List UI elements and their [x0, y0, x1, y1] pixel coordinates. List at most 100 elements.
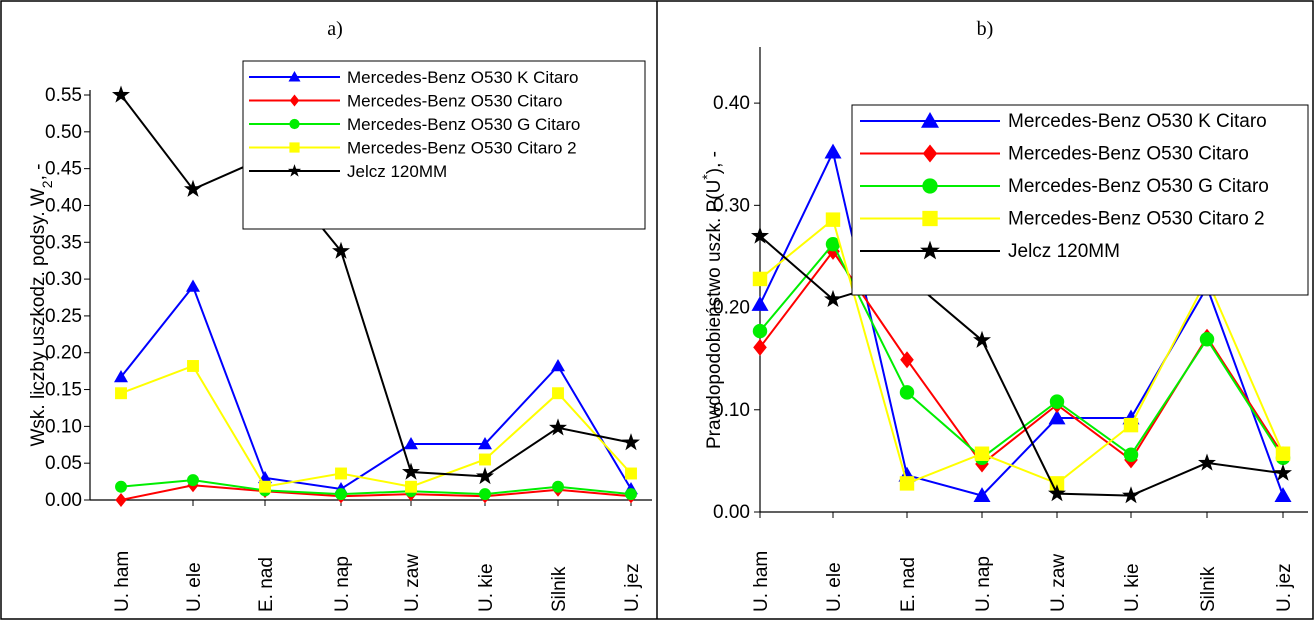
data-point: [552, 480, 564, 493]
x-tick-label: U. jez: [1274, 563, 1295, 612]
x-tick-label: E. nad: [898, 557, 919, 612]
legend-box: [851, 104, 1309, 296]
x-tick-label: U. jez: [622, 563, 643, 612]
data-point: [114, 370, 128, 383]
series-line: [120, 364, 632, 488]
legend: Mercedes-Benz O530 K Citaro Mercedes-Benz…: [242, 60, 646, 230]
y-tick-label: 0.20: [45, 343, 82, 364]
data-point: [259, 480, 271, 493]
data-point: [1199, 332, 1215, 347]
data-point: [752, 323, 768, 339]
legend-label: Mercedes-Benz O530 G Citaro: [1008, 176, 1269, 197]
data-point: [824, 289, 842, 307]
x-tick-label: E. nad: [256, 557, 277, 612]
x-tick-label: Silnik: [1198, 566, 1219, 612]
data-point: [973, 330, 991, 348]
legend-marker: [922, 210, 938, 227]
data-point: [1123, 447, 1139, 462]
y-tick-label: 0.00: [713, 502, 750, 523]
data-point: [825, 236, 841, 252]
legend-marker: [920, 240, 940, 260]
x-tick-label: Silnik: [549, 566, 570, 612]
legend-marker: [288, 71, 301, 82]
x-tick-label: U. zaw: [1048, 554, 1069, 612]
data-point: [478, 437, 492, 450]
data-point: [751, 295, 769, 311]
data-point: [973, 487, 991, 503]
y-tick-label: 0.00: [45, 490, 82, 511]
x-tick-label: U. nap: [332, 556, 353, 612]
series-line: [120, 94, 632, 478]
x-tick-label: U. ham: [112, 551, 133, 612]
y-axis-label: Wsk. liczby uszkodz. podsy. W2, -: [28, 163, 55, 446]
legend-label: Mercedes-Benz O530 Citaro 2: [347, 139, 577, 158]
data-point: [335, 488, 347, 501]
data-point: [900, 351, 914, 369]
data-point: [625, 467, 637, 480]
data-point: [899, 476, 915, 491]
legend-marker: [289, 118, 300, 130]
legend-label: Mercedes-Benz O530 G Citaro: [347, 115, 580, 134]
series-line: [759, 149, 1284, 497]
legend-label: Jelcz 120MM: [347, 162, 447, 181]
y-tick-label: 0.30: [713, 195, 750, 216]
legend-marker: [289, 142, 300, 153]
y-tick-label: 0.05: [45, 453, 82, 474]
legend-marker: [922, 144, 938, 163]
data-point: [753, 338, 767, 356]
legend-label: Mercedes-Benz O530 K Citaro: [1008, 111, 1267, 132]
x-tick-label: U. ele: [184, 562, 205, 612]
data-point: [1049, 394, 1065, 409]
y-tick-label: 0.55: [45, 85, 82, 106]
data-point: [187, 360, 199, 372]
data-point: [476, 467, 494, 485]
data-point: [974, 446, 990, 461]
legend-label: Mercedes-Benz O530 Citaro: [347, 92, 562, 111]
legend-label: Mercedes-Benz O530 Citaro 2: [1008, 209, 1265, 230]
legend-marker: [922, 178, 938, 194]
y-tick-label: 0.25: [45, 306, 82, 327]
data-point: [405, 480, 417, 493]
data-point: [625, 488, 637, 501]
data-point: [824, 143, 842, 159]
y-tick-label: 0.15: [45, 380, 82, 401]
series-line: [759, 217, 1284, 485]
y-tick-label: 0.40: [45, 195, 82, 216]
y-tick-label: 0.45: [45, 159, 82, 180]
data-point: [332, 241, 350, 259]
data-point: [552, 387, 564, 400]
y-tick-label: 0.10: [713, 400, 750, 421]
series-line: [759, 235, 1284, 497]
y-axis-label: Prawdopodobieństwo uszk. P(U*), -: [699, 151, 725, 449]
y-tick-label: 0.40: [713, 93, 750, 114]
data-point: [335, 467, 347, 480]
data-point: [1048, 409, 1066, 425]
panel-a-label: a): [327, 18, 343, 40]
series-line: [120, 284, 632, 491]
legend-box: [242, 60, 646, 230]
x-tick-label: U. ele: [824, 562, 845, 612]
legend: Mercedes-Benz O530 K Citaro Mercedes-Benz…: [851, 104, 1309, 296]
y-tick-label: 0.30: [45, 269, 82, 290]
data-point: [899, 385, 915, 400]
y-tick-label: 0.10: [45, 416, 82, 437]
data-point: [404, 437, 418, 450]
y-tick-label: 0.50: [45, 122, 82, 143]
y-tick-label: 0.20: [713, 298, 750, 319]
legend-marker: [921, 112, 939, 128]
data-point: [112, 85, 130, 103]
data-point: [622, 433, 640, 451]
series-line: [759, 242, 1284, 460]
x-tick-label: U. ham: [751, 551, 772, 612]
legend-marker: [287, 164, 302, 177]
y-tick-label: 0.35: [45, 232, 82, 253]
data-point: [751, 226, 769, 244]
legend-label: Mercedes-Benz O530 K Citaro: [347, 68, 579, 87]
series-line: [120, 484, 632, 501]
data-point: [187, 474, 199, 487]
data-point: [184, 179, 202, 197]
data-point: [479, 488, 491, 501]
chart-a: 0.00 0.05 0.10 0.15 0.20 0.25 0.30 0.35 0.40 0.45…: [28, 60, 652, 612]
data-point: [479, 453, 491, 466]
